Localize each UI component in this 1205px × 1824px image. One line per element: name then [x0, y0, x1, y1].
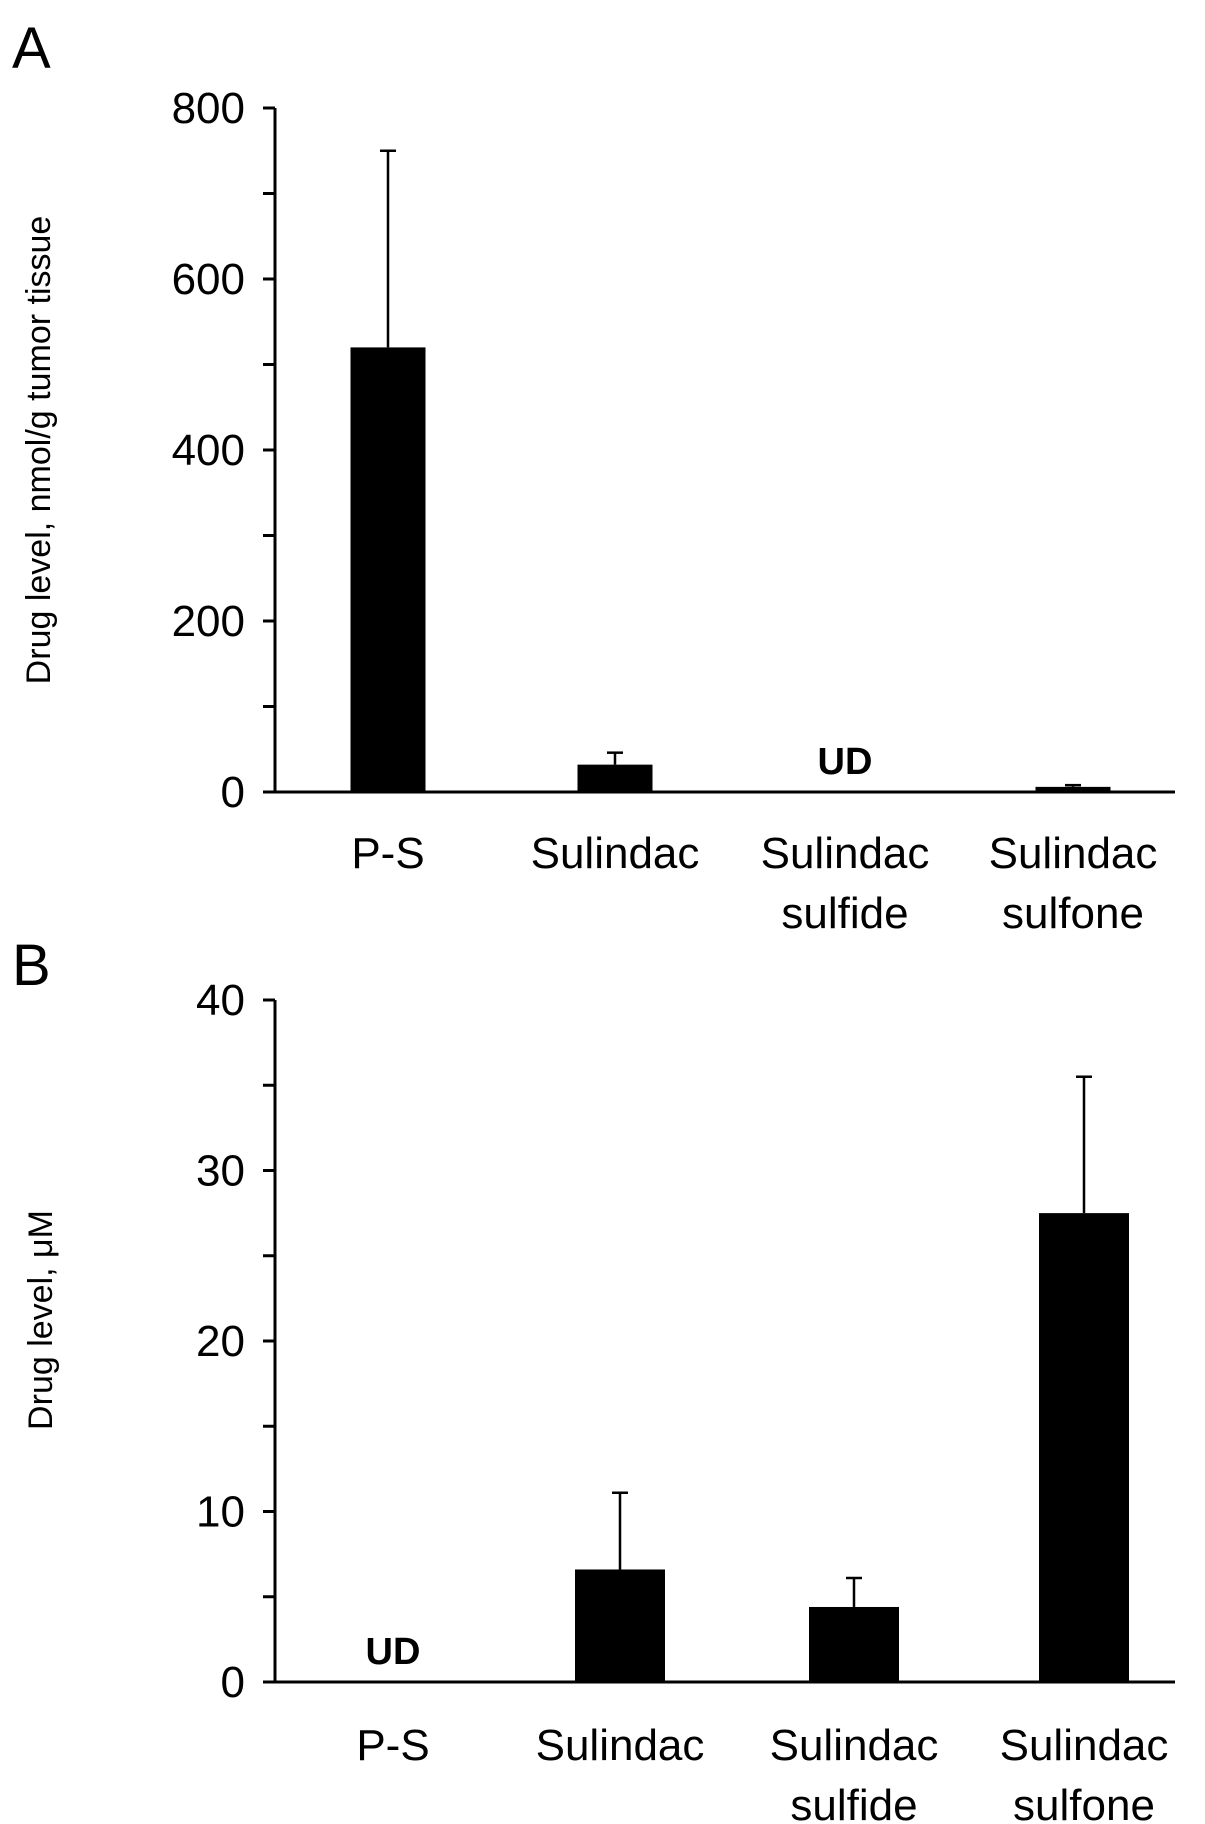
y-tick-label: 0: [221, 1658, 245, 1707]
category-label: Sulindac: [531, 829, 700, 878]
category-label: P-S: [351, 829, 424, 878]
category-label: Sulindac: [770, 1721, 939, 1770]
category-label: sulfide: [790, 1781, 917, 1824]
y-tick-label: 600: [172, 255, 245, 304]
category-label: Sulindac: [761, 829, 930, 878]
y-axis-label: Drug level, nmol/g tumor tissue: [20, 216, 58, 685]
y-tick-label: 20: [196, 1317, 245, 1366]
y-tick-label: 30: [196, 1147, 245, 1196]
bar-annotation: UD: [818, 741, 873, 783]
category-label: Sulindac: [536, 1721, 705, 1770]
panel-b: B Drug level, μM 0 10 20 30 40 UD P-S Sulindac Sul…: [12, 933, 1175, 1824]
bar: [809, 1606, 899, 1682]
y-tick-label: 400: [172, 426, 245, 475]
bar: [575, 1569, 665, 1682]
category-label: sulfide: [781, 889, 908, 938]
y-tick-label: 800: [172, 84, 245, 133]
y-axis-label: Drug level, μM: [22, 1210, 60, 1430]
panel-label: A: [12, 16, 51, 81]
panel-a: A Drug level, nmol/g tumor tissue 0 200 400 6…: [12, 16, 1175, 938]
category-label: Sulindac: [989, 829, 1158, 878]
category-label: Sulindac: [1000, 1721, 1169, 1770]
y-tick-label: 200: [172, 597, 245, 646]
category-label: P-S: [356, 1721, 429, 1770]
y-tick-label: 10: [196, 1488, 245, 1537]
y-tick-label: 40: [196, 976, 245, 1025]
y-tick-label: 0: [221, 768, 245, 817]
category-label: sulfone: [1002, 889, 1144, 938]
category-label: sulfone: [1013, 1781, 1155, 1824]
bar: [1035, 786, 1111, 792]
bar: [1039, 1213, 1129, 1682]
bar: [577, 764, 653, 792]
panel-label: B: [12, 933, 51, 998]
bar-annotation: UD: [366, 1631, 421, 1673]
bar: [350, 347, 426, 792]
